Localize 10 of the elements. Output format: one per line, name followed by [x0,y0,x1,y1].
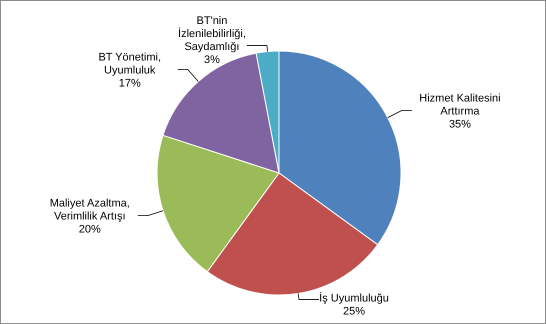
data-label: 25% [343,305,366,318]
data-label: 20% [78,224,101,236]
slice-label: Maliyet Azaltma, Verimlilik Artışı [50,198,130,223]
data-label: 3% [204,54,220,66]
slice-label: İş Uyumluluğu [319,291,389,304]
slice-label: BT'nin İzlenilebilirliği, Saydamlığı [178,15,246,54]
data-label: 17% [118,77,141,90]
data-label: 35% [448,118,472,130]
slice-label: BT Yönetimi, Uyumluluk [98,51,162,76]
slice-label: Hizmet Kalitesini Arttırma [419,92,501,118]
